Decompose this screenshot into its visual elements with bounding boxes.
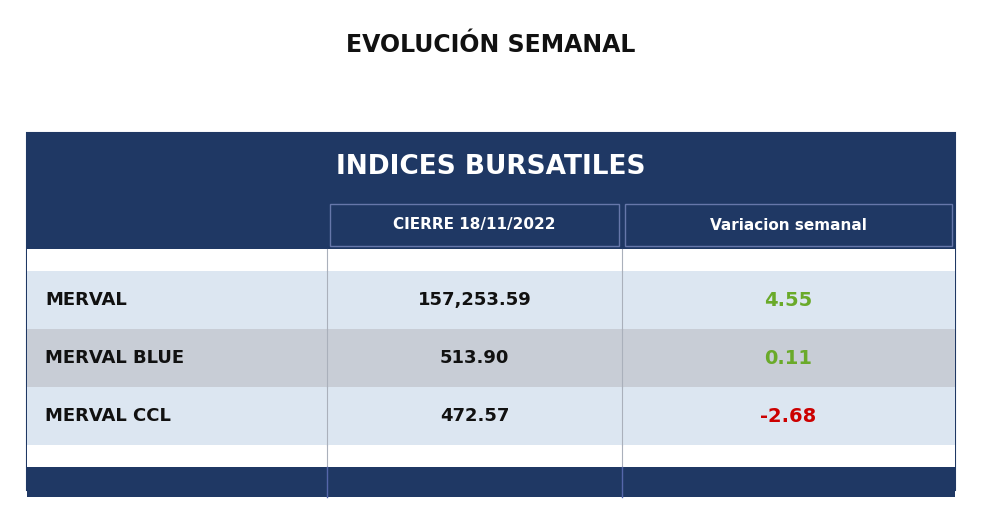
Bar — [625, 204, 952, 246]
Bar — [27, 201, 955, 249]
Text: 513.90: 513.90 — [439, 349, 509, 367]
Text: CIERRE 18/11/2022: CIERRE 18/11/2022 — [393, 217, 556, 232]
Text: Variacion semanal: Variacion semanal — [710, 217, 867, 232]
Text: MERVAL CCL: MERVAL CCL — [45, 407, 171, 425]
Text: MERVAL BLUE: MERVAL BLUE — [45, 349, 184, 367]
Text: 157,253.59: 157,253.59 — [418, 291, 532, 309]
Bar — [27, 445, 955, 467]
Text: MERVAL: MERVAL — [45, 291, 127, 309]
Bar — [330, 204, 619, 246]
Bar — [27, 467, 955, 497]
Text: 0.11: 0.11 — [764, 348, 812, 368]
Text: 472.57: 472.57 — [439, 407, 509, 425]
Text: EVOLUCIÓN SEMANAL: EVOLUCIÓN SEMANAL — [346, 33, 635, 57]
Text: INDICES BURSATILES: INDICES BURSATILES — [336, 154, 645, 180]
Text: -2.68: -2.68 — [760, 407, 816, 426]
Bar — [27, 249, 955, 271]
Text: 4.55: 4.55 — [764, 290, 812, 309]
